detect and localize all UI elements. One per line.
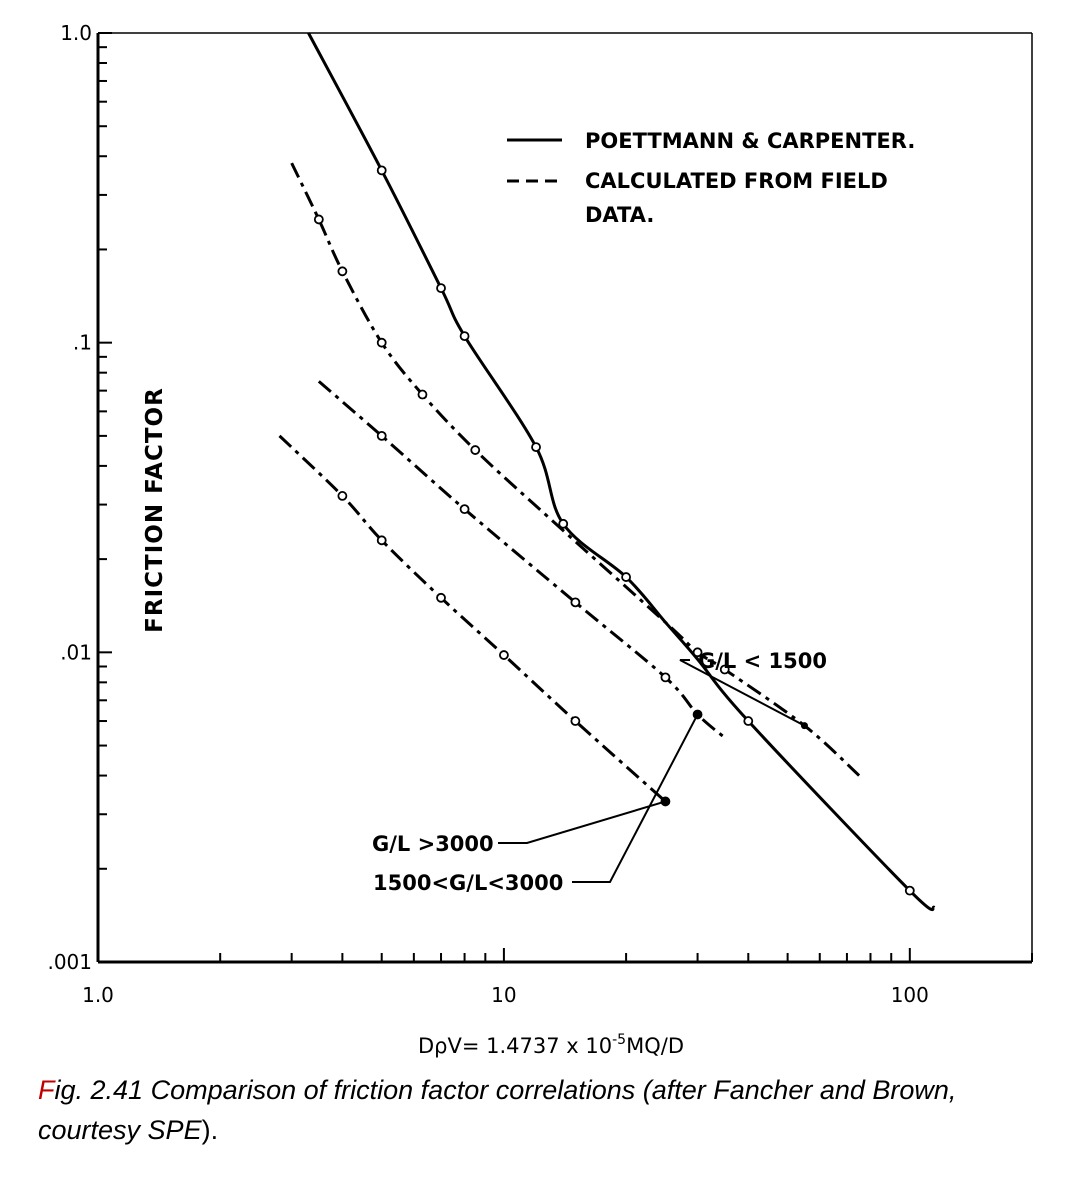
data-point-marker <box>904 885 915 896</box>
data-point-marker <box>337 266 348 277</box>
y-tick-label: .1 <box>73 331 92 355</box>
caption-end: ). <box>201 1115 219 1145</box>
data-point-marker <box>417 389 428 400</box>
data-point-marker <box>376 535 387 546</box>
leader-gl-1500-3000 <box>572 714 699 883</box>
data-point-marker <box>621 572 631 582</box>
data-point-marker <box>436 592 446 603</box>
data-point-marker <box>376 337 387 348</box>
annotation-gl-lt-1500: G/L < 1500 <box>698 649 827 673</box>
y-tick-label: .01 <box>60 640 92 664</box>
data-point-marker <box>531 442 541 452</box>
data-point-marker <box>459 331 470 342</box>
data-point-marker <box>313 214 324 225</box>
annotation-leaders <box>498 659 808 883</box>
series-line-4 <box>278 434 667 803</box>
annotation-arrowhead <box>661 797 669 805</box>
legend-label-poettmann: POETTMANN & CARPENTER. <box>585 129 915 153</box>
caption-text: ig. 2.41 Comparison of friction factor c… <box>38 1075 957 1145</box>
figure-caption: Fig. 2.41 Comparison of friction factor … <box>38 1070 1048 1150</box>
data-point-marker <box>376 430 387 441</box>
series-line-2 <box>290 162 861 777</box>
legend-label-calculated: CALCULATED FROM FIELD <box>585 169 888 193</box>
annotation-arrowhead <box>800 722 808 730</box>
data-point-marker <box>692 647 703 658</box>
series-line-3 <box>317 380 726 739</box>
series-line-1 <box>307 32 936 912</box>
caption-fig-prefix: F <box>38 1075 55 1105</box>
data-point-marker <box>558 518 569 529</box>
data-point-marker <box>337 491 348 501</box>
axis-ticks: 1.0 10 100 1.0 .1 .01 .001 <box>47 21 1033 1007</box>
data-point-marker <box>743 716 754 726</box>
legend: POETTMANN & CARPENTER. CALCULATED FROM F… <box>507 129 915 227</box>
marker-layer <box>313 165 915 896</box>
annotation-arrowhead <box>694 710 702 718</box>
annotation-gl-gt-3000: G/L >3000 <box>372 832 494 856</box>
x-tick-label: 1.0 <box>82 983 114 1007</box>
plot-frame <box>96 32 1033 964</box>
series-layer <box>278 32 936 912</box>
data-point-marker <box>499 650 509 660</box>
leader-gl-gt-3000 <box>498 800 666 844</box>
y-tick-label: 1.0 <box>60 21 92 45</box>
x-tick-label: 10 <box>491 983 516 1007</box>
data-point-marker <box>570 716 581 726</box>
friction-factor-chart: 1.0 10 100 1.0 .1 .01 .001 FRICTION FACTOR DρV… <box>47 21 1033 1058</box>
y-tick-label: .001 <box>47 950 92 974</box>
y-axis-label: FRICTION FACTOR <box>142 387 168 633</box>
data-point-marker <box>436 283 446 294</box>
annotation-gl-1500-3000: 1500<G/L<3000 <box>373 871 563 895</box>
x-axis-label: DρV= 1.4737 x 10-5MQ/D <box>418 1032 684 1058</box>
caption-spe: SPE <box>147 1115 202 1145</box>
data-point-marker <box>719 664 730 675</box>
leader-gl-lt-1500 <box>679 659 805 727</box>
legend-label-calculated-line2: DATA. <box>585 203 654 227</box>
x-tick-label: 100 <box>891 983 929 1007</box>
data-point-marker <box>376 165 387 176</box>
data-point-marker <box>660 672 671 683</box>
data-point-marker <box>570 597 581 608</box>
data-point-marker <box>459 504 470 515</box>
data-point-marker <box>470 445 481 455</box>
